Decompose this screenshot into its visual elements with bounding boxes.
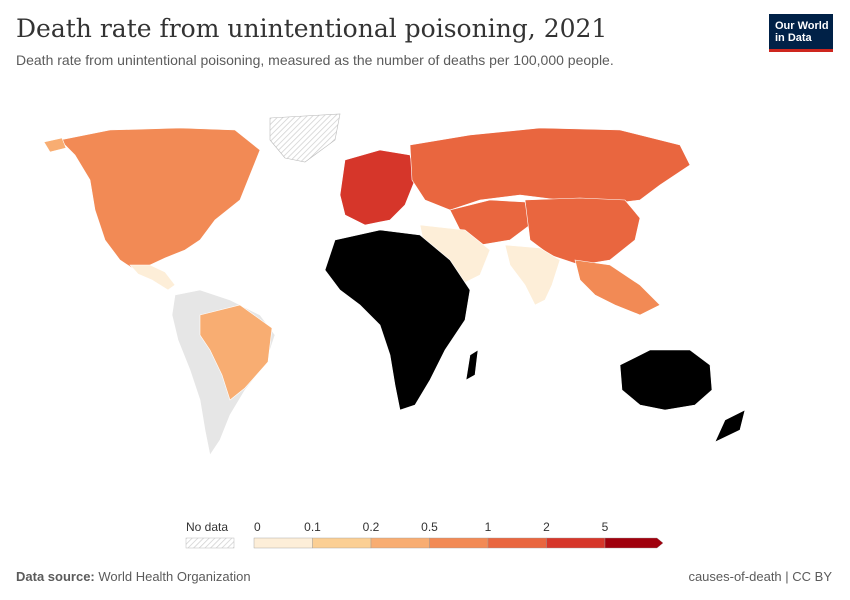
legend-bin-4[interactable] [487,537,547,549]
data-source: Data source: World Health Organization [16,569,251,584]
legend-bin-2[interactable] [370,537,430,549]
data-source-label: Data source: [16,569,95,584]
legend-no-data-label: No data [186,520,228,534]
legend-bin-last[interactable] [604,537,664,549]
region-russia[interactable] [409,127,691,211]
legend-tick-3: 0.5 [421,520,438,534]
region-africa[interactable] [324,229,471,411]
legend-tick-4: 1 [485,520,492,534]
region-australia[interactable] [619,349,713,411]
region-alaska[interactable] [43,137,67,153]
legend-bin-0[interactable] [253,537,313,549]
legend-bins [253,537,664,549]
legend-tick-6: 5 [602,520,609,534]
region-greenland[interactable] [269,113,341,163]
footer-license[interactable]: causes-of-death | CC BY [688,569,832,584]
legend-tick-5: 2 [543,520,550,534]
region-central-america[interactable] [129,264,176,291]
legend-tick-2: 0.2 [363,520,380,534]
legend-bin-5[interactable] [546,537,606,549]
region-madagascar[interactable] [465,349,479,381]
logo-line-2: in Data [775,31,812,44]
region-china[interactable] [524,197,641,266]
legend-bin-1[interactable] [312,537,372,549]
world-map [43,113,746,456]
legend-bin-3[interactable] [429,537,489,549]
region-new-zealand[interactable] [714,409,746,443]
chart-subtitle: Death rate from unintentional poisoning,… [16,52,614,68]
legend-tick-0: 0 [254,520,261,534]
region-brazil[interactable] [199,304,273,401]
legend-no-data-swatch[interactable] [185,537,235,549]
owid-logo[interactable]: Our World in Data [769,14,833,52]
region-north-america[interactable] [59,127,261,271]
logo-line-1: Our World [775,19,829,32]
legend-ticks: 0 0.1 0.2 0.5 1 2 5 [254,520,609,534]
region-southeast-asia[interactable] [574,259,661,316]
legend-tick-1: 0.1 [304,520,321,534]
data-source-value[interactable]: World Health Organization [98,569,251,584]
region-india[interactable] [504,244,561,306]
region-europe[interactable] [339,149,416,226]
chart-title: Death rate from unintentional poisoning,… [16,14,608,43]
